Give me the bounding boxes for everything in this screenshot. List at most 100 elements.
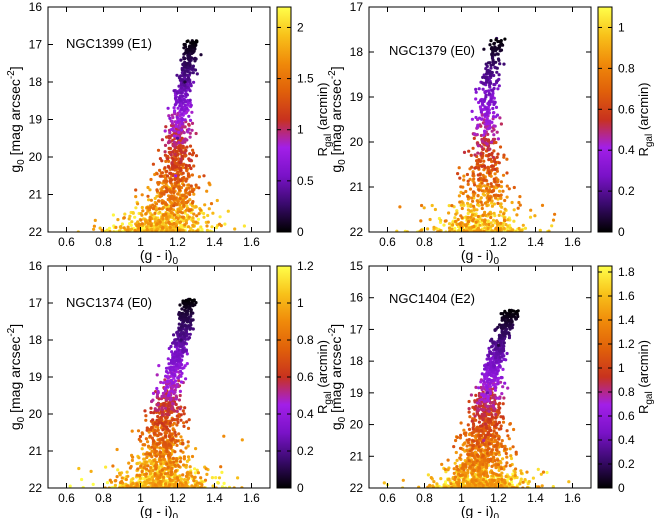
data-point <box>175 136 180 140</box>
data-point <box>180 482 184 486</box>
data-point <box>182 131 186 135</box>
data-point <box>444 480 448 484</box>
data-point <box>472 229 476 232</box>
data-point <box>154 208 158 212</box>
colorbar-tick-label: 0.8 <box>297 333 314 347</box>
data-point <box>187 336 191 340</box>
data-point <box>191 216 195 220</box>
data-point <box>176 170 180 174</box>
data-point <box>186 426 191 430</box>
x-tick-label: 1.4 <box>527 235 544 249</box>
data-point <box>180 154 184 158</box>
data-point <box>170 184 174 188</box>
data-point <box>169 177 173 181</box>
data-point <box>177 379 181 383</box>
data-point <box>493 482 497 486</box>
data-point <box>510 480 514 484</box>
data-point <box>505 157 509 161</box>
data-point <box>420 203 424 208</box>
data-point <box>168 368 172 372</box>
data-point <box>504 223 508 227</box>
data-point <box>134 195 138 199</box>
data-point <box>540 484 544 488</box>
data-point <box>495 113 500 117</box>
data-point <box>183 349 187 353</box>
data-point <box>462 174 466 178</box>
data-point <box>171 417 176 422</box>
data-point <box>105 481 110 485</box>
data-point <box>499 48 504 52</box>
x-tick-label: 1 <box>137 235 144 249</box>
data-point <box>170 466 174 470</box>
data-point <box>472 224 476 229</box>
x-tick-label: 0.8 <box>416 235 433 249</box>
data-point <box>512 185 516 190</box>
data-point <box>205 472 209 476</box>
data-point <box>183 65 187 69</box>
colorbar-tick-label: 0.4 <box>618 143 635 157</box>
y-tick-label: 17 <box>29 296 43 310</box>
data-point <box>177 311 181 315</box>
data-point <box>170 350 174 354</box>
data-point <box>491 115 496 119</box>
data-point <box>496 87 500 91</box>
data-point <box>468 209 472 213</box>
data-point <box>468 462 472 466</box>
data-point <box>155 373 159 377</box>
data-point <box>165 227 169 232</box>
data-point <box>492 83 496 87</box>
data-point <box>458 200 462 204</box>
data-point <box>468 465 472 469</box>
data-point <box>149 471 153 475</box>
data-point <box>155 172 159 176</box>
data-point <box>125 470 129 474</box>
data-point <box>461 483 465 487</box>
data-point <box>146 222 150 226</box>
data-point <box>175 90 179 95</box>
data-point <box>191 204 195 208</box>
data-point <box>475 229 479 232</box>
data-point <box>187 114 191 118</box>
data-point <box>487 171 491 175</box>
data-point <box>203 203 207 207</box>
data-point <box>180 107 184 111</box>
data-point <box>457 166 461 170</box>
data-point <box>497 73 501 77</box>
colorbar <box>276 6 292 233</box>
data-point <box>460 206 464 211</box>
data-point <box>499 202 503 206</box>
data-point <box>175 363 179 367</box>
data-point <box>179 413 183 417</box>
data-point <box>464 474 468 478</box>
data-point <box>149 406 153 410</box>
data-point <box>497 434 501 438</box>
data-point <box>480 203 484 207</box>
data-point <box>551 485 555 488</box>
data-point <box>174 469 178 473</box>
data-point <box>497 183 501 187</box>
data-point <box>184 62 188 66</box>
data-point <box>494 465 498 470</box>
data-point <box>168 116 172 120</box>
data-point <box>199 476 203 480</box>
data-point <box>495 219 499 223</box>
data-point <box>195 468 199 472</box>
data-point <box>466 471 470 475</box>
data-point <box>433 207 437 212</box>
data-point <box>497 477 501 481</box>
y-tick-label: 17 <box>350 0 364 14</box>
data-point <box>181 78 185 82</box>
data-point <box>495 169 499 173</box>
data-point <box>172 134 177 138</box>
data-point <box>93 218 97 222</box>
data-point <box>131 211 135 215</box>
x-tick-label: 1.4 <box>206 235 223 249</box>
data-point <box>178 124 182 128</box>
y-tick-label: 19 <box>29 113 43 127</box>
colorbar-tick-label: 0.8 <box>618 61 635 75</box>
data-point <box>146 444 151 448</box>
data-point <box>180 112 184 116</box>
data-point <box>481 147 485 151</box>
